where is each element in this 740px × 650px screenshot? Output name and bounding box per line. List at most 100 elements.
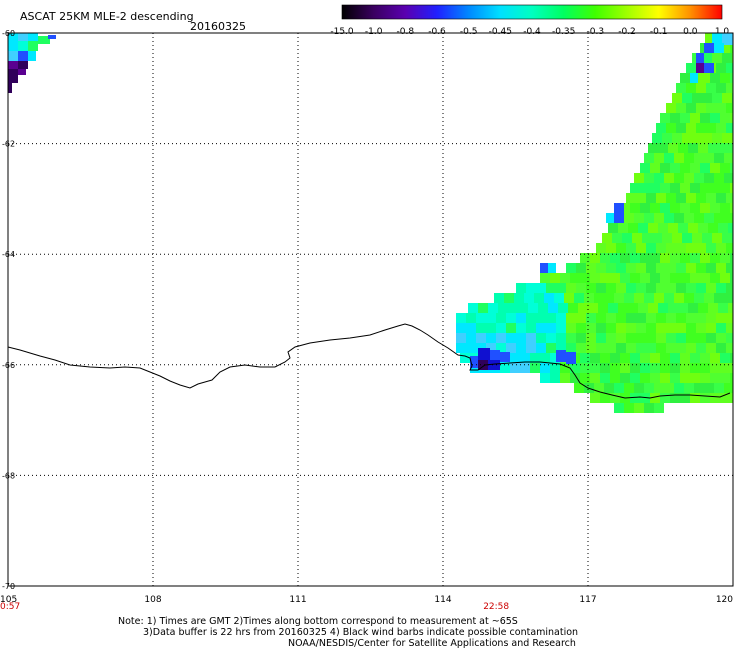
data-pixel xyxy=(606,333,616,343)
data-pixel xyxy=(676,323,686,333)
data-pixel xyxy=(696,193,706,203)
data-pixel xyxy=(726,323,733,333)
data-pixel xyxy=(660,163,670,173)
colorbar-label: -0.5 xyxy=(460,27,478,37)
data-pixel xyxy=(506,333,516,343)
data-pixel xyxy=(670,113,680,123)
data-pixel xyxy=(700,353,710,363)
data-pixel xyxy=(656,333,666,343)
data-pixel xyxy=(546,343,556,353)
data-pixel xyxy=(700,73,710,83)
data-pixel xyxy=(510,353,520,363)
data-pixel xyxy=(712,33,722,45)
data-pixel xyxy=(456,333,466,343)
colorbar-label: -0.4 xyxy=(523,27,541,37)
data-pixel xyxy=(590,253,600,263)
data-pixel xyxy=(526,283,536,293)
latitude-labels: -60 -62 -64 -66 -68 -70 xyxy=(2,29,15,591)
data-pixel xyxy=(694,213,704,223)
data-pixel xyxy=(730,43,733,53)
data-pixel xyxy=(608,303,618,313)
data-pixel xyxy=(706,333,716,343)
data-pixel xyxy=(666,123,676,133)
data-pixel xyxy=(700,113,710,123)
data-pixel xyxy=(722,133,732,143)
data-pixel xyxy=(686,103,696,113)
data-pixel xyxy=(690,203,700,213)
data-pixel xyxy=(674,383,684,393)
data-pixel xyxy=(730,273,733,283)
data-pixel xyxy=(620,203,630,213)
data-pixel xyxy=(660,353,670,363)
data-pixel xyxy=(660,113,670,123)
lon-label: 114 xyxy=(434,595,451,605)
data-pixel xyxy=(536,333,546,343)
data-pixel xyxy=(646,263,656,273)
data-pixel xyxy=(682,133,692,143)
data-pixel xyxy=(526,343,536,353)
data-pixel xyxy=(706,193,716,203)
data-pixel xyxy=(28,41,38,51)
data-pixel xyxy=(18,69,26,75)
data-pixel xyxy=(686,313,696,323)
data-pixel xyxy=(550,273,560,283)
data-pixel xyxy=(636,343,646,353)
data-pixel xyxy=(712,93,722,103)
data-pixel xyxy=(586,283,596,293)
colorbar-label: -15.0 xyxy=(330,27,354,37)
data-pixel xyxy=(616,243,626,253)
data-pixel xyxy=(610,373,620,383)
data-pixel xyxy=(716,63,726,73)
data-pixel xyxy=(670,163,680,173)
data-pixel xyxy=(622,233,632,243)
data-pixel xyxy=(646,333,656,343)
data-pixel xyxy=(672,233,682,243)
data-pixel xyxy=(702,133,712,143)
scatterometer-pixels xyxy=(8,33,733,413)
data-pixel xyxy=(702,53,712,63)
data-pixel xyxy=(580,253,590,263)
data-pixel xyxy=(634,383,644,393)
data-pixel xyxy=(722,93,732,103)
data-pixel xyxy=(456,313,466,323)
data-pixel xyxy=(634,213,644,223)
data-pixel xyxy=(628,223,638,233)
data-pixel xyxy=(600,373,610,383)
data-pixel xyxy=(536,283,546,293)
colorbar-label: -0.45 xyxy=(489,27,512,37)
colorbar-label: -0.8 xyxy=(397,27,415,37)
data-pixel xyxy=(600,273,610,283)
data-pixel xyxy=(520,363,530,373)
data-pixel xyxy=(590,353,600,363)
data-pixel xyxy=(556,323,566,333)
data-pixel xyxy=(650,353,660,363)
data-pixel xyxy=(652,133,662,143)
data-pixel xyxy=(624,213,634,223)
data-pixel xyxy=(596,313,606,323)
data-pixel xyxy=(666,103,676,113)
data-pixel xyxy=(696,313,706,323)
data-pixel xyxy=(696,323,706,333)
data-pixel xyxy=(694,173,704,183)
data-pixel xyxy=(466,343,476,353)
data-pixel xyxy=(610,353,620,363)
data-pixel xyxy=(668,223,678,233)
data-pixel xyxy=(526,313,536,323)
data-pixel xyxy=(626,333,636,343)
data-pixel xyxy=(660,363,670,373)
data-pixel xyxy=(720,373,730,383)
data-pixel xyxy=(534,293,544,303)
data-pixel xyxy=(658,143,668,153)
data-pixel xyxy=(614,203,624,215)
data-pixel xyxy=(714,213,724,223)
data-pixel xyxy=(18,61,28,69)
data-pixel xyxy=(674,213,684,223)
data-pixel xyxy=(720,113,730,123)
data-pixel xyxy=(576,333,586,343)
data-pixel xyxy=(636,313,646,323)
data-pixel xyxy=(680,273,690,283)
data-pixel xyxy=(556,313,566,323)
data-pixel xyxy=(518,303,528,313)
data-pixel xyxy=(684,153,694,163)
data-pixel xyxy=(536,313,546,323)
